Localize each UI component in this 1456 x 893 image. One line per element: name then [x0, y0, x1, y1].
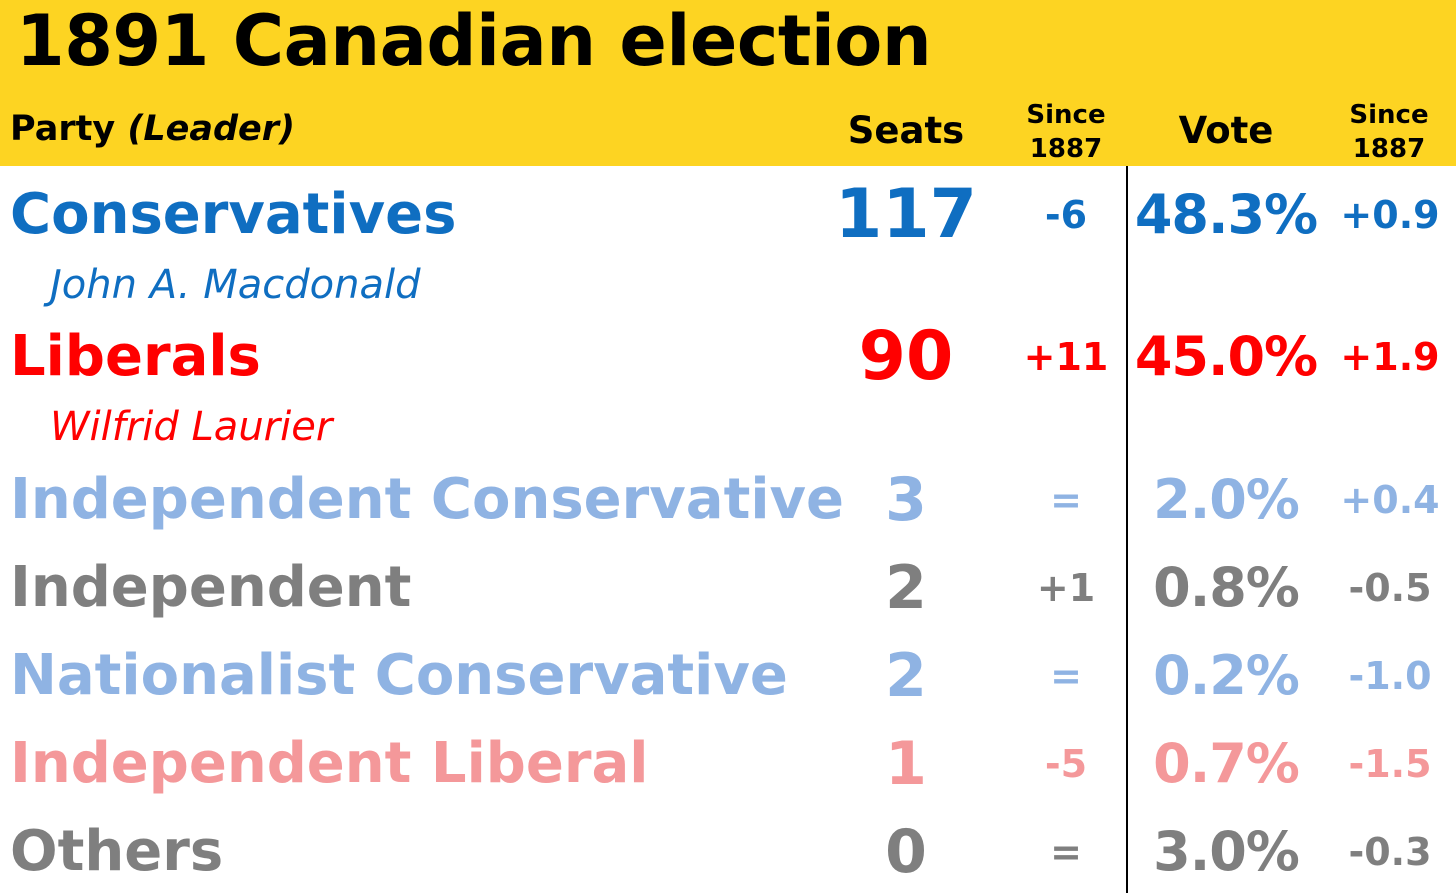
party-name: Independent	[10, 555, 412, 620]
party-name: Liberals	[10, 324, 261, 389]
seats-value: 1	[885, 729, 927, 799]
vote-change-header-line1: Since	[1349, 100, 1429, 130]
party-name: Conservatives	[10, 182, 457, 247]
seats-value: 2	[885, 553, 927, 623]
seats-change: -6	[1044, 193, 1088, 237]
seats-column-header: Seats	[847, 109, 965, 152]
party-name: Independent Liberal	[10, 731, 649, 796]
header-band: 1891 Canadian election Party (Leader) Se…	[0, 0, 1456, 166]
column-divider	[1126, 166, 1128, 893]
seats-change: -5	[1044, 742, 1088, 786]
party-leader: John A. Macdonald	[50, 262, 421, 308]
seats-change: +1	[1036, 566, 1096, 610]
seats-value: 0	[885, 817, 927, 887]
seats-value: 3	[885, 465, 927, 535]
vote-share: 0.8%	[1153, 556, 1300, 619]
vote-column-header: Vote	[1178, 109, 1274, 152]
party-leader: Wilfrid Laurier	[50, 404, 333, 450]
party-name: Independent Conservative	[10, 467, 845, 532]
seats-change: =	[1050, 478, 1082, 522]
seats-value: 117	[835, 175, 977, 254]
vote-change: -0.3	[1348, 830, 1432, 874]
vote-change: +1.9	[1340, 335, 1440, 379]
seats-change-column-header: Since 1887	[1026, 98, 1105, 166]
vote-share: 45.0%	[1134, 325, 1318, 388]
seats-value: 2	[885, 641, 927, 711]
party-name: Nationalist Conservative	[10, 643, 788, 708]
vote-change-header-line2: 1887	[1352, 134, 1426, 164]
vote-share: 0.2%	[1153, 644, 1300, 707]
vote-change: -0.5	[1348, 566, 1432, 610]
vote-change: +0.4	[1340, 478, 1440, 522]
seats-value: 90	[858, 317, 954, 396]
vote-change: -1.0	[1348, 654, 1432, 698]
party-name: Others	[10, 819, 224, 884]
seats-change: =	[1050, 830, 1082, 874]
vote-share: 0.7%	[1153, 732, 1300, 795]
seats-change-header-line2: 1887	[1029, 134, 1103, 164]
seats-change: =	[1050, 654, 1082, 698]
vote-change: +0.9	[1340, 193, 1440, 237]
vote-share: 3.0%	[1153, 820, 1300, 883]
vote-share: 2.0%	[1153, 468, 1300, 531]
party-column-header: Party (Leader)	[10, 112, 295, 147]
party-header-label: Party	[10, 109, 116, 149]
seats-change-header-line1: Since	[1026, 100, 1106, 130]
vote-change-column-header: Since 1887	[1349, 98, 1428, 166]
seats-change: +11	[1023, 335, 1109, 379]
vote-share: 48.3%	[1134, 183, 1318, 246]
leader-header-label: (Leader)	[127, 109, 296, 149]
chart-title: 1891 Canadian election	[16, 0, 932, 82]
vote-change: -1.5	[1348, 742, 1432, 786]
